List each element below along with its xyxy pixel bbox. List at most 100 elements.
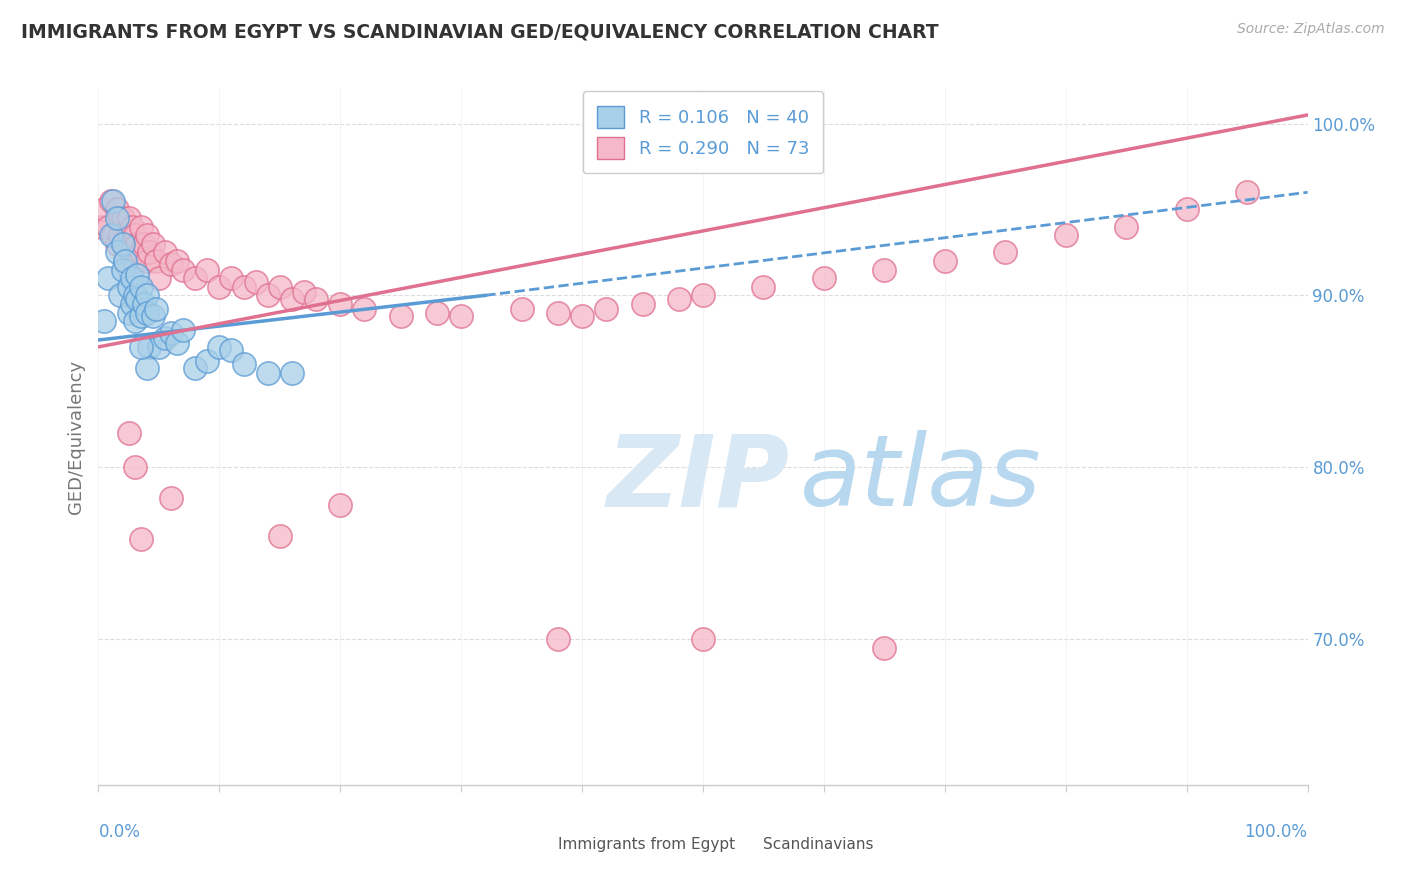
- Point: [281, 292, 304, 306]
- Point: [221, 271, 243, 285]
- Text: 100.0%: 100.0%: [1244, 823, 1308, 841]
- Y-axis label: GED/Equivalency: GED/Equivalency: [66, 360, 84, 514]
- Point: [1115, 219, 1137, 234]
- Point: [105, 211, 128, 225]
- Point: [305, 292, 328, 306]
- Point: [118, 425, 141, 440]
- Point: [994, 245, 1017, 260]
- FancyBboxPatch shape: [721, 830, 751, 847]
- Point: [208, 340, 231, 354]
- Point: [208, 279, 231, 293]
- Point: [127, 236, 149, 251]
- Legend: R = 0.106   N = 40, R = 0.290   N = 73: R = 0.106 N = 40, R = 0.290 N = 73: [582, 91, 824, 173]
- Point: [97, 271, 120, 285]
- Text: Immigrants from Egypt: Immigrants from Egypt: [558, 837, 735, 852]
- Point: [111, 211, 134, 225]
- Point: [353, 302, 375, 317]
- Point: [118, 305, 141, 319]
- Point: [547, 305, 569, 319]
- Text: Source: ZipAtlas.com: Source: ZipAtlas.com: [1237, 22, 1385, 37]
- Point: [934, 254, 956, 268]
- Point: [129, 245, 152, 260]
- Text: Scandinavians: Scandinavians: [763, 837, 875, 852]
- Point: [121, 219, 143, 234]
- Point: [873, 262, 896, 277]
- Point: [160, 491, 183, 505]
- Point: [547, 632, 569, 646]
- Point: [1175, 202, 1198, 217]
- Point: [91, 219, 114, 234]
- FancyBboxPatch shape: [516, 830, 546, 847]
- Point: [124, 314, 146, 328]
- Point: [93, 314, 115, 328]
- Point: [100, 194, 122, 208]
- Text: atlas: atlas: [800, 430, 1042, 527]
- Text: 0.0%: 0.0%: [98, 823, 141, 841]
- Point: [101, 194, 124, 208]
- Point: [221, 343, 243, 358]
- Point: [329, 297, 352, 311]
- Point: [184, 360, 207, 375]
- Point: [100, 228, 122, 243]
- Point: [1054, 228, 1077, 243]
- Point: [142, 236, 165, 251]
- Point: [269, 529, 291, 543]
- Point: [135, 288, 157, 302]
- Point: [873, 640, 896, 655]
- Point: [195, 262, 218, 277]
- Point: [124, 228, 146, 243]
- Point: [121, 245, 143, 260]
- Point: [145, 302, 167, 317]
- Point: [329, 498, 352, 512]
- Point: [114, 254, 136, 268]
- Point: [450, 309, 472, 323]
- Point: [118, 279, 141, 293]
- Point: [111, 236, 134, 251]
- Point: [145, 254, 167, 268]
- Point: [292, 285, 315, 299]
- Point: [101, 228, 124, 243]
- Point: [108, 211, 131, 225]
- Point: [93, 202, 115, 217]
- Point: [426, 305, 449, 319]
- Point: [172, 323, 194, 337]
- Point: [184, 271, 207, 285]
- Point: [108, 228, 131, 243]
- Point: [752, 279, 775, 293]
- Text: ZIP: ZIP: [606, 430, 789, 527]
- Point: [124, 254, 146, 268]
- Point: [135, 360, 157, 375]
- Point: [105, 245, 128, 260]
- Point: [232, 357, 254, 371]
- Point: [148, 271, 170, 285]
- Point: [129, 309, 152, 323]
- Point: [148, 340, 170, 354]
- Point: [256, 366, 278, 380]
- Point: [269, 279, 291, 293]
- Point: [129, 279, 152, 293]
- Point: [135, 254, 157, 268]
- Point: [105, 236, 128, 251]
- Point: [232, 279, 254, 293]
- Point: [124, 460, 146, 475]
- Point: [153, 331, 176, 345]
- Text: IMMIGRANTS FROM EGYPT VS SCANDINAVIAN GED/EQUIVALENCY CORRELATION CHART: IMMIGRANTS FROM EGYPT VS SCANDINAVIAN GE…: [21, 22, 939, 41]
- Point: [160, 326, 183, 340]
- Point: [111, 236, 134, 251]
- Point: [668, 292, 690, 306]
- Point: [121, 271, 143, 285]
- Point: [510, 302, 533, 317]
- Point: [97, 219, 120, 234]
- Point: [118, 211, 141, 225]
- Point: [138, 245, 160, 260]
- Point: [127, 292, 149, 306]
- Point: [160, 257, 183, 271]
- Point: [245, 275, 267, 289]
- Point: [138, 340, 160, 354]
- Point: [153, 245, 176, 260]
- Point: [389, 309, 412, 323]
- Point: [166, 254, 188, 268]
- Point: [108, 288, 131, 302]
- Point: [195, 353, 218, 368]
- Point: [166, 336, 188, 351]
